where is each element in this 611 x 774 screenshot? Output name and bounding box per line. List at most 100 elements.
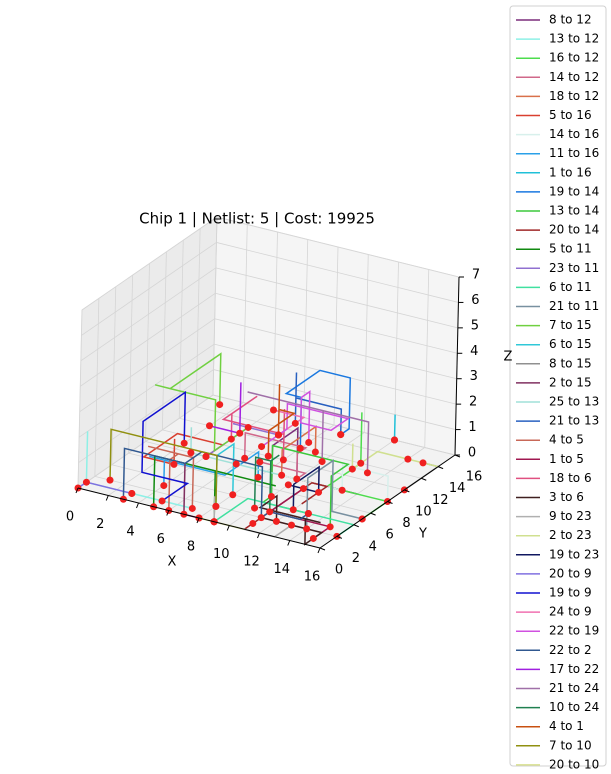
grid-line — [94, 298, 100, 477]
tick-mark — [196, 517, 200, 524]
grid-line — [216, 242, 459, 303]
z-tick-label: 4 — [470, 344, 478, 359]
gate — [236, 429, 244, 437]
gate — [305, 438, 313, 446]
z-tick-label: 3 — [470, 369, 478, 384]
grid-line — [80, 267, 217, 362]
tick-mark — [136, 502, 139, 509]
gate — [187, 449, 195, 457]
z-tick-label: 5 — [471, 318, 479, 333]
legend-label: 8 to 12 — [549, 13, 592, 27]
gate — [256, 458, 264, 466]
gates — [74, 401, 427, 542]
z-axis-line — [454, 276, 460, 456]
legend-label: 20 to 9 — [549, 566, 592, 580]
grid-line — [145, 263, 150, 442]
z-tick-label: 7 — [472, 268, 480, 283]
legend-label: 22 to 19 — [549, 624, 599, 638]
wire — [154, 352, 249, 453]
legend-label: 21 to 13 — [549, 414, 599, 428]
tick-mark — [287, 540, 291, 546]
legend-label: 13 to 12 — [549, 32, 599, 46]
y-tick-label: 12 — [432, 493, 449, 508]
wire — [243, 431, 308, 481]
x-axis-label: X — [168, 555, 177, 570]
grid-line — [77, 309, 83, 489]
gate — [249, 519, 257, 527]
grid-line — [77, 394, 214, 489]
gate — [274, 431, 282, 439]
y-tick-label: 10 — [415, 504, 432, 519]
gate — [227, 435, 235, 443]
gate — [391, 436, 398, 444]
legend-label: 4 to 1 — [549, 719, 584, 733]
legend-label: 1 to 16 — [549, 165, 592, 179]
gate — [278, 471, 286, 479]
tick-mark — [226, 525, 230, 531]
z-tick-label: 2 — [469, 395, 477, 410]
grid-line — [128, 275, 134, 454]
grid-line — [79, 318, 215, 413]
gate — [216, 401, 224, 409]
gate — [267, 492, 275, 500]
grid-line — [78, 369, 214, 463]
wire — [247, 391, 370, 473]
legend-label: 22 to 2 — [549, 643, 592, 657]
x-tick-label: 2 — [96, 517, 104, 532]
wire — [261, 390, 350, 448]
gate — [229, 491, 237, 499]
x-tick-label: 16 — [304, 570, 321, 585]
legend-label: 20 to 14 — [549, 223, 599, 237]
gate — [419, 459, 427, 467]
wire — [351, 443, 439, 471]
y-tick-label: 0 — [335, 563, 343, 578]
tick-mark — [353, 524, 359, 528]
x-tick-label: 0 — [66, 510, 74, 525]
gate — [158, 497, 166, 505]
gate — [270, 406, 277, 414]
x-tick-label: 10 — [213, 547, 230, 562]
legend-label: 18 to 6 — [549, 471, 592, 485]
gate — [315, 488, 323, 496]
legend-label: 3 to 6 — [549, 490, 584, 504]
gate — [293, 475, 301, 483]
gate — [128, 489, 136, 497]
grid-line — [216, 216, 460, 278]
gate — [318, 458, 326, 466]
tick-mark — [336, 535, 343, 539]
grid-line — [81, 242, 217, 336]
gate — [251, 504, 259, 512]
legend-box — [509, 5, 607, 767]
grid-line — [214, 318, 457, 380]
wire — [209, 382, 242, 435]
y-axis-line — [319, 454, 456, 549]
gate — [404, 455, 412, 463]
y-axis-label: Y — [418, 527, 427, 542]
tick-mark — [319, 547, 326, 551]
legend-label: 6 to 11 — [549, 280, 592, 294]
gate — [266, 508, 274, 516]
legend-label: 6 to 15 — [549, 337, 592, 351]
wire — [149, 450, 260, 486]
wire — [147, 445, 195, 511]
gate — [272, 517, 280, 525]
gate — [244, 423, 252, 431]
y-tick-label: 8 — [402, 516, 410, 531]
tick-mark — [257, 532, 260, 539]
gate — [303, 525, 311, 533]
gate — [264, 452, 272, 460]
gate — [299, 485, 307, 493]
wire — [294, 372, 343, 435]
legend-label: 21 to 11 — [549, 299, 599, 313]
legend-label: 2 to 15 — [549, 375, 592, 389]
grid-line — [215, 267, 458, 329]
legend-label: 7 to 10 — [549, 738, 592, 752]
gate — [304, 510, 312, 517]
gate — [296, 444, 304, 452]
gate — [188, 504, 196, 512]
gate — [241, 454, 249, 462]
legend-label: 14 to 16 — [549, 127, 599, 141]
grid-line — [80, 292, 216, 387]
gate — [212, 502, 220, 510]
